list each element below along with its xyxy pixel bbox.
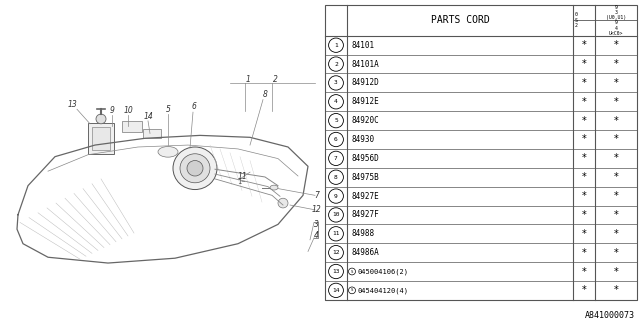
Text: *: * [582,40,586,50]
Text: *: * [614,153,618,163]
Text: 2: 2 [334,61,338,67]
Text: 84927E: 84927E [351,192,379,201]
Text: 045404120(4): 045404120(4) [358,287,409,294]
Bar [325,5,637,300]
Text: 5: 5 [334,118,338,123]
Text: *: * [582,210,586,220]
Text: *: * [614,229,618,239]
Circle shape [180,154,210,183]
Text: 84927F: 84927F [351,211,379,220]
Text: 84920C: 84920C [351,116,379,125]
Bar [92,127,110,150]
Text: *: * [614,78,618,88]
Circle shape [96,114,106,124]
Text: 3: 3 [334,80,338,85]
Text: 1: 1 [334,43,338,48]
Text: *: * [614,210,618,220]
Text: 84101: 84101 [351,41,374,50]
Text: *: * [582,97,586,107]
Text: 84912E: 84912E [351,97,379,106]
Text: 14: 14 [143,112,153,121]
Text: 3: 3 [314,220,319,229]
Text: 84975B: 84975B [351,173,379,182]
Text: S: S [351,288,353,292]
Text: *: * [582,191,586,201]
Text: 11: 11 [238,172,248,180]
Text: 84930: 84930 [351,135,374,144]
Text: *: * [614,97,618,107]
Text: S: S [351,269,353,274]
Text: 4: 4 [314,231,319,240]
Circle shape [278,198,288,208]
Text: 4: 4 [334,99,338,104]
Text: *: * [614,248,618,258]
Bar [88,123,114,154]
Text: 0
S
2: 0 S 2 [575,12,577,28]
Text: 1~: 1~ [237,179,246,185]
Text: *: * [614,267,618,276]
Text: *: * [614,116,618,126]
Text: *: * [614,40,618,50]
Text: 84986A: 84986A [351,248,379,257]
Text: *: * [582,59,586,69]
Text: 84988: 84988 [351,229,374,238]
Text: 13: 13 [67,100,77,109]
Text: *: * [614,134,618,145]
Text: 14: 14 [332,288,340,293]
Text: PARTS CORD: PARTS CORD [431,15,490,25]
Text: *: * [582,153,586,163]
Text: 7: 7 [315,191,319,200]
Ellipse shape [270,185,278,190]
Circle shape [173,147,217,189]
Text: *: * [614,191,618,201]
Text: *: * [614,285,618,295]
Bar [143,129,161,138]
Text: 9
3
(U0,U1): 9 3 (U0,U1) [606,5,626,20]
Text: 12: 12 [312,205,322,214]
Text: 9: 9 [109,106,115,115]
Text: 13: 13 [332,269,340,274]
Text: 11: 11 [332,231,340,236]
Text: 045004106(2): 045004106(2) [358,268,409,275]
Text: *: * [582,267,586,276]
Text: *: * [582,285,586,295]
Text: 1: 1 [246,75,250,84]
Text: 10: 10 [332,212,340,217]
Text: *: * [582,172,586,182]
Text: 7: 7 [334,156,338,161]
Text: 5: 5 [166,105,170,114]
Text: *: * [614,172,618,182]
Text: 8: 8 [262,90,268,99]
Text: 9
4
U<C0>: 9 4 U<C0> [609,20,623,36]
Text: A841000073: A841000073 [585,311,635,320]
Text: 2: 2 [273,75,277,84]
Circle shape [187,161,203,176]
Text: *: * [582,229,586,239]
Text: 8: 8 [334,175,338,180]
Text: 9: 9 [334,194,338,199]
Text: 12: 12 [332,250,340,255]
Text: 6: 6 [191,102,196,111]
Text: 84101A: 84101A [351,60,379,68]
Text: *: * [614,59,618,69]
Text: 6: 6 [334,137,338,142]
Text: 84956D: 84956D [351,154,379,163]
Text: 10: 10 [123,106,133,115]
Text: *: * [582,116,586,126]
Text: *: * [582,78,586,88]
Text: 84912D: 84912D [351,78,379,87]
Ellipse shape [158,147,178,157]
Text: *: * [582,134,586,145]
Bar [122,121,142,132]
Text: *: * [582,248,586,258]
